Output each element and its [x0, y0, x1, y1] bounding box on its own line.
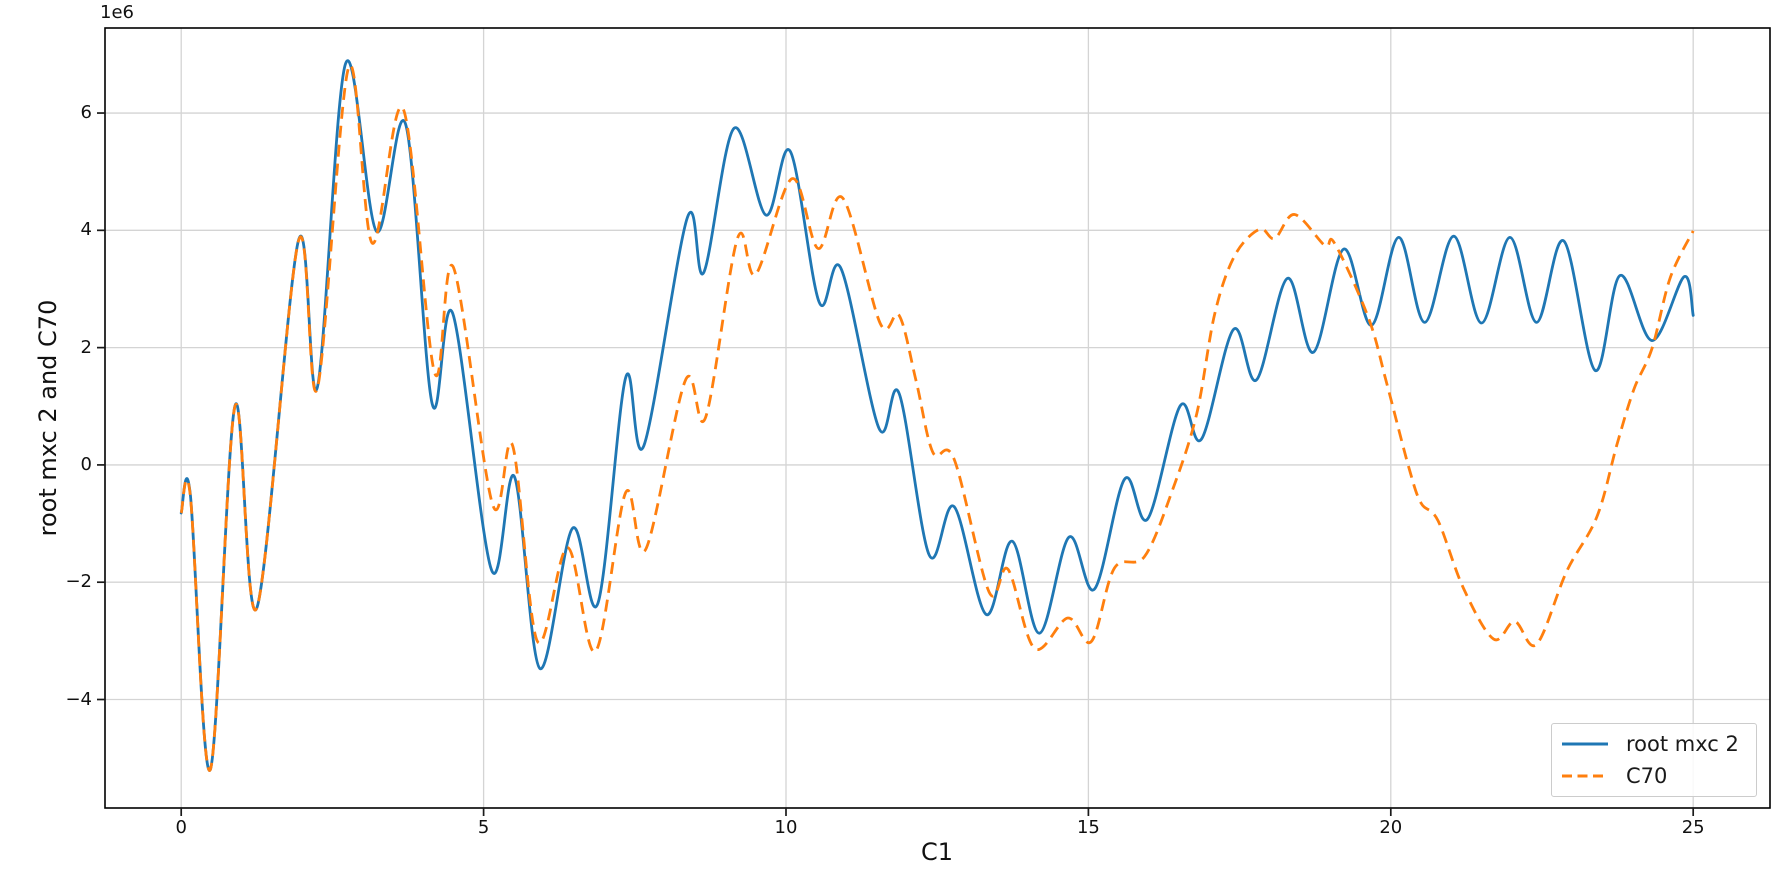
y-tick-label: 6: [80, 102, 92, 124]
x-axis-label: C1: [920, 838, 954, 866]
legend-entry-c70: C70: [1561, 760, 1756, 792]
x-tick-label: 25: [1681, 817, 1705, 838]
x-tick-label: 15: [1076, 817, 1100, 838]
legend-label: C70: [1626, 764, 1668, 789]
legend-entry-root-mxc-2: root mxc 2: [1561, 728, 1756, 760]
y-tick-label: 2: [80, 336, 92, 358]
legend-label: root mxc 2: [1626, 731, 1739, 756]
legend-solid-line-sample: [1562, 742, 1608, 746]
x-tick-label: 5: [477, 817, 490, 838]
x-tick-label: 20: [1379, 817, 1403, 838]
x-tick-label: 0: [175, 817, 187, 838]
series-line-root-mxc-2: [179, 59, 1695, 772]
x-tick-label: 10: [774, 817, 798, 838]
y-tick-label: −4: [65, 688, 92, 710]
y-tick-label: −2: [65, 571, 92, 593]
y-axis-offset-text: 1e6: [100, 2, 134, 23]
y-tick-label: 0: [80, 453, 92, 475]
y-tick-label: 4: [80, 219, 92, 241]
series-line-c70: [179, 63, 1695, 772]
plot-border: [104, 27, 1771, 809]
legend-dashed-line-sample: [1562, 774, 1608, 778]
legend: root mxc 2 C70: [1551, 723, 1757, 797]
